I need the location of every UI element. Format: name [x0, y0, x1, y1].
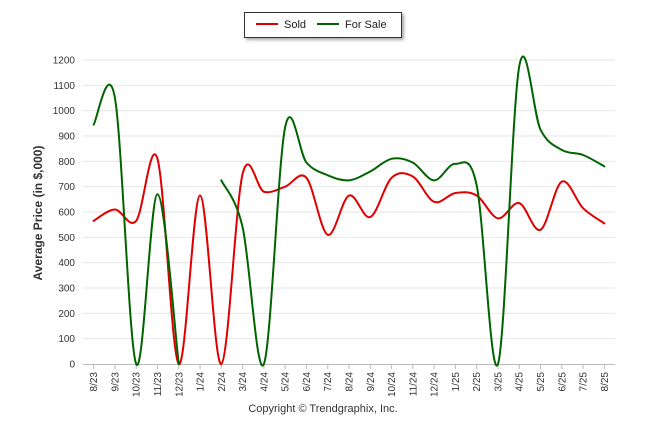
y-tick-label: 700 — [58, 182, 75, 193]
x-tick-label: 4/24 — [259, 372, 270, 392]
y-axis-label: Average Price (in $,000) — [31, 145, 45, 281]
x-tick-label: 8/25 — [600, 372, 611, 392]
y-tick-label: 600 — [58, 208, 75, 219]
series-line-for-sale — [220, 55, 606, 367]
series-line-sold — [92, 153, 606, 366]
legend-item-sold: Sold — [256, 19, 306, 31]
y-tick-label: 900 — [58, 132, 75, 143]
y-tick-label: 1000 — [53, 106, 76, 117]
x-tick-label: 8/23 — [89, 372, 100, 392]
y-tick-label: 400 — [58, 258, 75, 269]
x-tick-label: 7/25 — [579, 372, 590, 392]
x-tick-label: 11/24 — [408, 372, 419, 397]
y-tick-label: 200 — [58, 309, 75, 320]
legend-label-for-sale: For Sale — [345, 19, 387, 31]
x-tick-label: 8/24 — [345, 372, 356, 392]
x-tick-label: 1/24 — [196, 372, 207, 392]
x-tick-label: 4/25 — [515, 372, 526, 392]
y-tick-labels: 0 100 200 300 400 500 600 700 800 900 1000 1100 1200 — [53, 56, 76, 371]
legend-swatch-for-sale — [317, 23, 339, 26]
x-tick-label: 6/24 — [302, 372, 313, 392]
x-tick-label: 10/23 — [132, 372, 143, 397]
x-tick-label: 12/23 — [174, 372, 185, 397]
x-tick-label: 3/25 — [493, 372, 504, 392]
legend-swatch-sold — [256, 23, 278, 26]
x-tick-labels: 8/23 9/23 10/23 11/23 12/23 1/24 2/24 3/24 4/24 5… — [89, 372, 611, 397]
series-lines — [92, 55, 606, 367]
x-tick-label: 1/25 — [451, 372, 462, 392]
legend-label-sold: Sold — [284, 19, 307, 31]
series-line-for-sale — [92, 83, 180, 366]
y-tick-label: 0 — [69, 360, 75, 371]
x-tick-label: 6/25 — [557, 372, 568, 392]
y-tick-label: 500 — [58, 233, 75, 244]
x-tick-label: 2/24 — [217, 372, 228, 392]
copyright-text: Copyright © Trendgraphix, Inc. — [248, 403, 398, 415]
y-tick-label: 300 — [58, 284, 75, 295]
legend: Sold For Sale — [244, 12, 402, 38]
axes — [83, 364, 615, 369]
x-tick-label: 2/25 — [472, 372, 483, 392]
y-tick-label: 100 — [58, 334, 75, 345]
x-tick-label: 3/24 — [238, 372, 249, 392]
y-tick-label: 1200 — [53, 56, 76, 67]
x-tick-label: 9/23 — [110, 372, 121, 392]
x-tick-label: 9/24 — [366, 372, 377, 392]
x-tick-label: 10/24 — [387, 372, 398, 397]
y-tick-label: 800 — [58, 157, 75, 168]
x-tick-label: 12/24 — [430, 372, 441, 397]
y-tick-label: 1100 — [53, 81, 75, 92]
x-tick-label: 11/23 — [153, 372, 164, 397]
x-tick-label: 7/24 — [323, 372, 334, 392]
x-tick-label: 5/25 — [536, 372, 547, 392]
x-tick-label: 5/24 — [281, 372, 292, 392]
legend-item-for-sale: For Sale — [317, 19, 387, 31]
